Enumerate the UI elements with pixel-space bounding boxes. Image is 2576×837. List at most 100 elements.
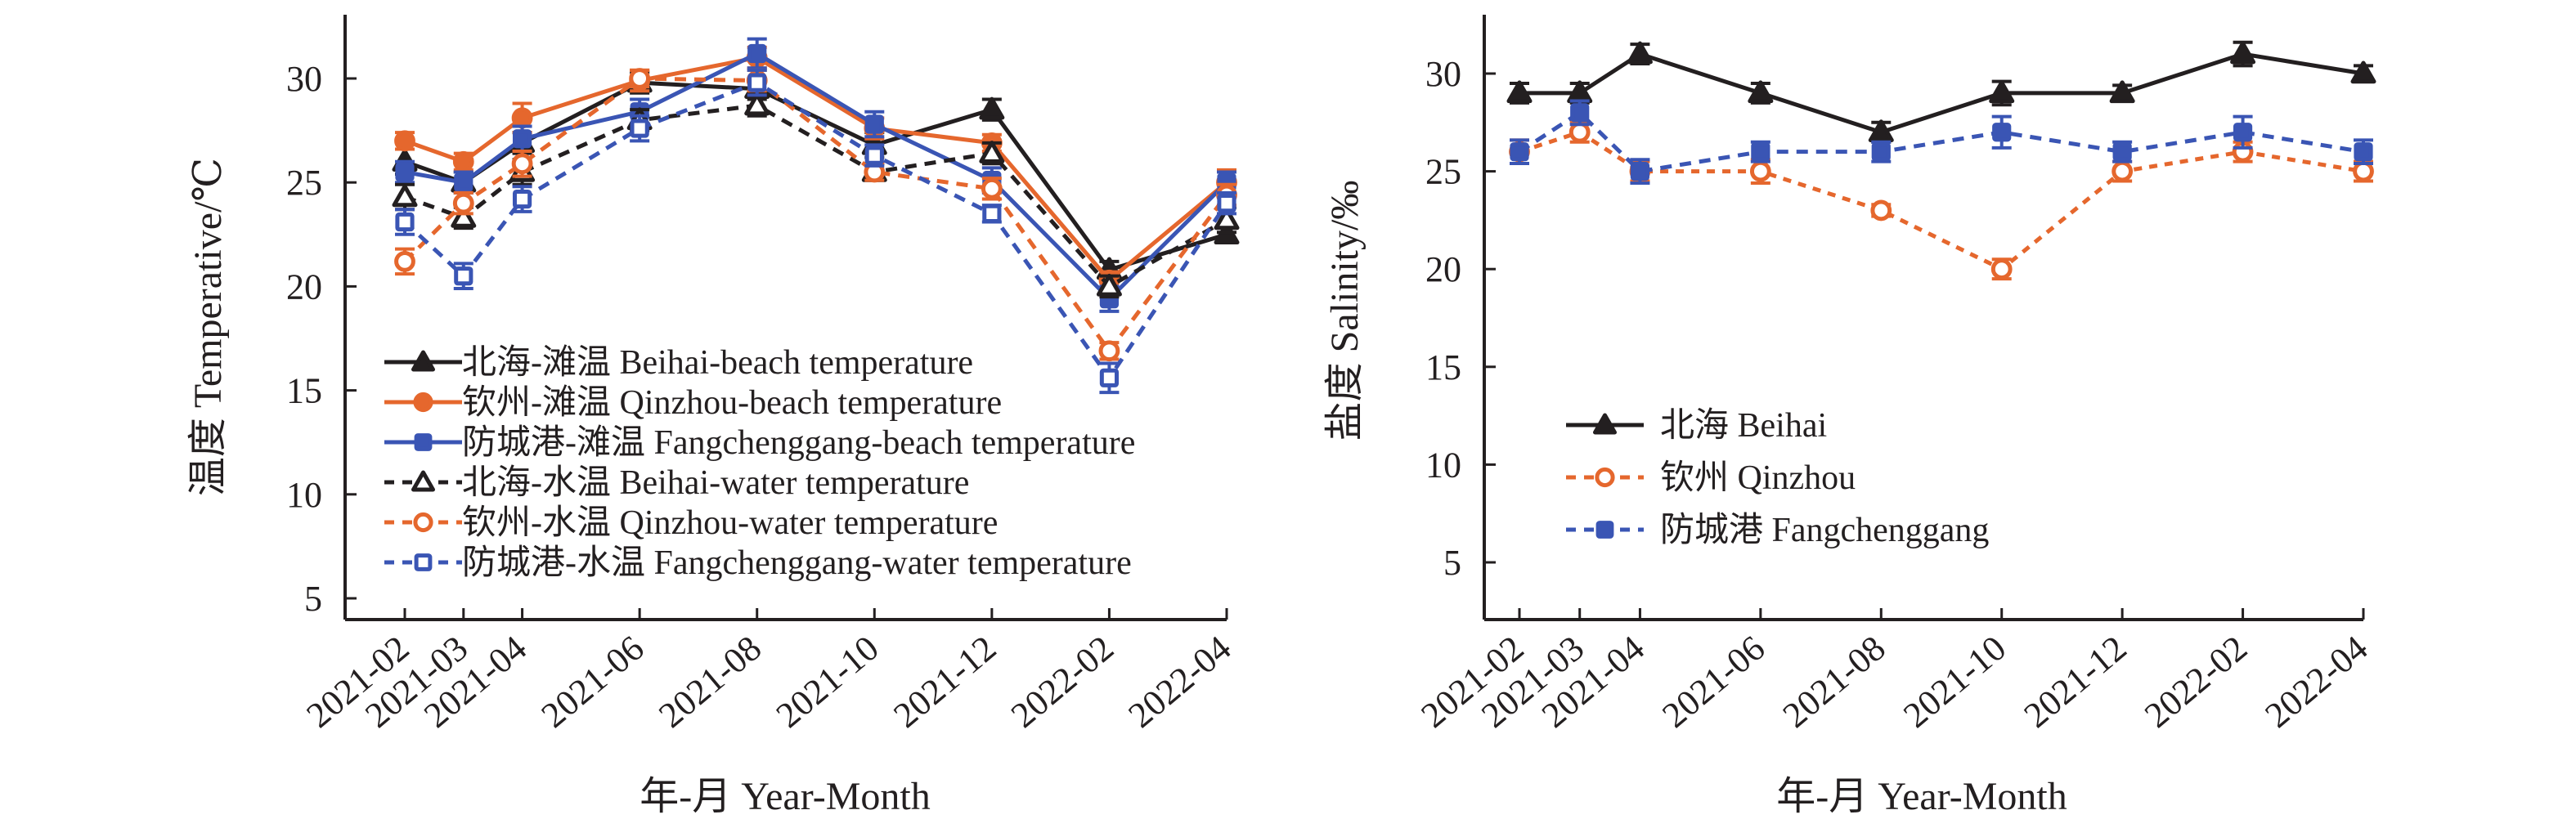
square-marker (414, 433, 433, 451)
x-tick-label: 2021-08 (651, 628, 769, 736)
y-tick-label: 20 (1425, 249, 1461, 289)
x-tick-label: 2021-12 (2017, 628, 2134, 736)
circle-marker (2353, 160, 2374, 182)
y-axis-title: 盐度 Salinity/‰ (1323, 181, 1367, 441)
legend-item: 北海-水温 Beihai-water temperature (384, 464, 969, 502)
x-tick-label: 2022-04 (1121, 628, 1239, 736)
triangle-marker (1506, 80, 1533, 104)
square-marker (2354, 142, 2373, 162)
y-tick-label: 10 (286, 475, 322, 515)
legend-label: 钦州-水温 Qinzhou-water temperature (462, 504, 998, 542)
x-tick-label: 2021-10 (769, 628, 886, 736)
square-marker (2233, 123, 2253, 142)
x-tick-label: 2021-08 (1775, 628, 1893, 736)
y-tick-label: 5 (1443, 543, 1461, 583)
circle-marker (413, 392, 433, 413)
legend-label: 防城港-水温 Fangchenggang-water temperature (462, 544, 1132, 582)
series-line (1519, 130, 2364, 271)
square-marker (1630, 162, 1650, 181)
circle-marker (394, 250, 415, 272)
y-tick-label: 15 (286, 371, 322, 411)
circle-marker (1098, 340, 1120, 362)
legend-label: 北海-水温 Beihai-water temperature (462, 464, 969, 502)
y-tick-label: 20 (286, 266, 322, 307)
legend-item: 防城港-水温 Fangchenggang-water temperature (384, 544, 1132, 582)
triangle-marker (1868, 119, 1894, 143)
y-tick-label: 30 (286, 59, 322, 99)
square-marker (454, 172, 473, 192)
x-tick-label: 2021-06 (534, 628, 652, 736)
legend-label: 钦州 Qinzhou (1660, 459, 1856, 497)
y-tick-label: 10 (1425, 445, 1461, 485)
series-5 (395, 68, 1236, 395)
x-tick-label: 2021-06 (1654, 628, 1772, 736)
y-tick-label: 25 (1425, 152, 1461, 192)
square-marker (2112, 142, 2132, 162)
square-marker (747, 43, 767, 64)
x-axis-title: 年-月 Year-Month (1776, 775, 2067, 818)
triangle-marker (392, 184, 418, 208)
triangle-marker (2350, 60, 2376, 84)
legend-item: 北海 Beihai (1566, 407, 1827, 445)
square-marker (630, 119, 649, 138)
circle-marker (981, 177, 1003, 199)
square-marker (1992, 123, 2012, 142)
circle-marker (1870, 199, 1892, 222)
square-marker (512, 189, 532, 209)
triangle-marker (979, 96, 1005, 120)
triangle-marker (1748, 80, 1774, 104)
triangle-marker (1214, 207, 1240, 231)
legend-item: 钦州-水温 Qinzhou-water temperature (384, 504, 998, 542)
x-tick-label: 2021-12 (886, 628, 1003, 736)
square-marker (1570, 103, 1590, 123)
circle-marker (2112, 160, 2134, 182)
y-tick-label: 5 (304, 579, 322, 619)
circle-marker (511, 107, 533, 129)
y-tick-label: 25 (286, 163, 322, 203)
triangle-marker (979, 141, 1005, 163)
square-marker (454, 266, 473, 286)
y-tick-label: 15 (1425, 347, 1461, 387)
y-axis-title: 温度 Temperative/℃ (186, 158, 230, 496)
x-tick-label: 2022-02 (1003, 628, 1121, 736)
square-marker (1871, 142, 1891, 162)
square-marker (395, 212, 415, 232)
x-tick-label: 2022-02 (2137, 628, 2255, 736)
series-0 (1506, 40, 2376, 144)
x-axis-title: 年-月 Year-Month (640, 775, 930, 818)
legend-label: 防城港 Fangchenggang (1660, 512, 1989, 549)
circle-marker (452, 150, 474, 172)
legend-item: 钦州-滩温 Qinzhou-beach temperature (384, 384, 1002, 422)
triangle-marker (411, 350, 435, 372)
x-tick-label: 2021-10 (1896, 628, 2013, 736)
circle-marker (394, 130, 415, 152)
square-marker (1595, 521, 1614, 539)
legend-label: 钦州-滩温 Qinzhou-beach temperature (462, 384, 1002, 422)
series-2 (1510, 99, 2373, 185)
legend-label: 北海-滩温 Beihai-beach temperature (462, 344, 973, 382)
square-marker (512, 129, 532, 149)
circle-marker (1568, 121, 1591, 143)
triangle-marker (1593, 413, 1617, 435)
triangle-marker (2109, 80, 2135, 104)
triangle-marker (1989, 80, 2015, 104)
square-marker (747, 73, 767, 92)
x-tick-label: 2022-04 (2258, 628, 2376, 736)
circle-marker (413, 512, 433, 533)
triangle-marker (2230, 41, 2256, 65)
square-marker (1751, 142, 1770, 162)
square-marker (982, 204, 1002, 223)
circle-marker (1595, 467, 1615, 488)
square-marker (395, 162, 415, 182)
legend-label: 北海 Beihai (1660, 407, 1827, 445)
circle-marker (1990, 258, 2013, 280)
circle-marker (511, 153, 533, 175)
circle-marker (629, 68, 651, 89)
legend-label: 防城港-滩温 Fangchenggang-beach temperature (462, 424, 1135, 462)
square-marker (864, 114, 884, 134)
triangle-marker (1627, 41, 1653, 65)
circle-marker (452, 192, 474, 214)
y-tick-label: 30 (1425, 54, 1461, 94)
